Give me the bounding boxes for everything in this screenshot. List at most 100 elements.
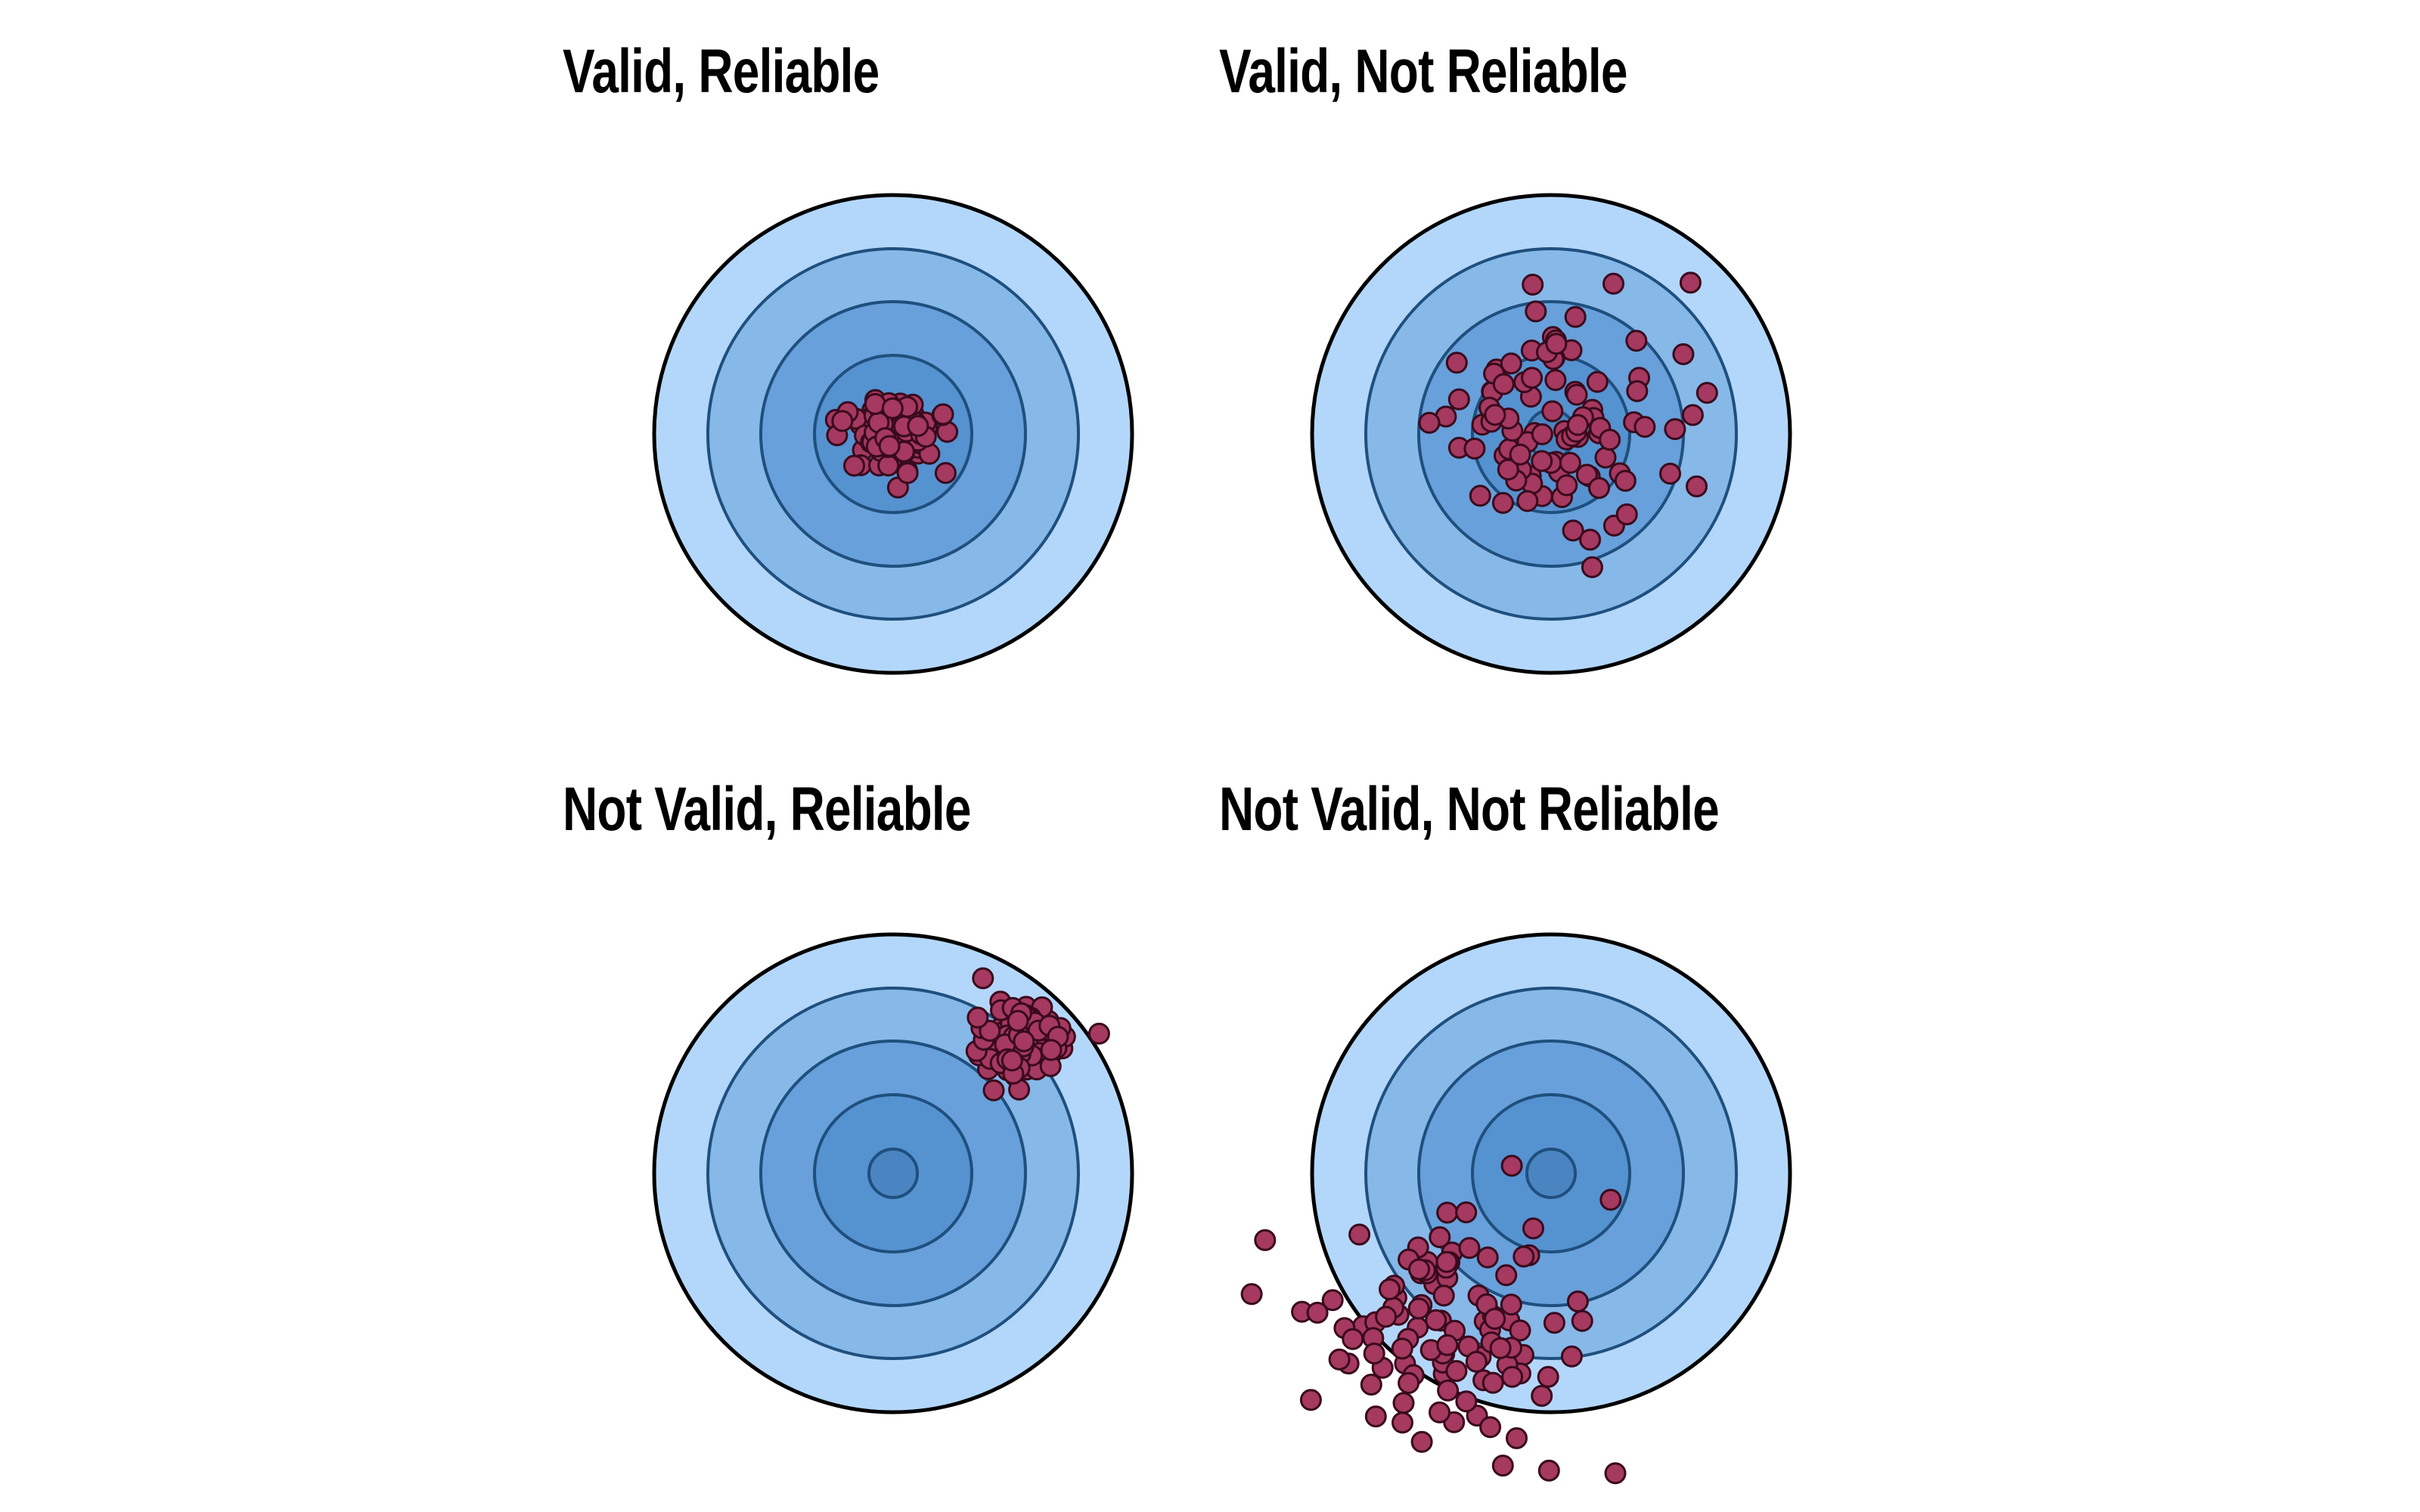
shot-point: [1501, 1365, 1524, 1388]
shot-point: [1545, 333, 1568, 355]
shot-point: [1458, 1237, 1481, 1259]
bullseye: [867, 1148, 919, 1199]
shot-point: [1437, 1379, 1460, 1402]
shot-point: [1491, 1455, 1514, 1477]
shot-point: [1489, 1337, 1512, 1359]
shot-point: [1599, 1188, 1622, 1211]
shot-point: [1565, 383, 1588, 406]
shot-point: [877, 454, 900, 477]
shot-point: [1425, 1309, 1447, 1331]
shot-point: [1681, 404, 1704, 426]
shot-point: [1509, 443, 1531, 466]
shot-point: [1379, 1278, 1401, 1300]
target-not-valid-reliable: [652, 932, 1134, 1414]
shot-point: [1575, 463, 1598, 486]
shot-point: [1254, 1228, 1277, 1251]
shot-point: [878, 435, 901, 457]
shot-point: [1455, 1201, 1478, 1224]
shot-point: [1500, 1154, 1523, 1177]
shot-point: [1087, 1022, 1110, 1045]
shot-point: [1445, 1360, 1468, 1382]
shot-point: [1321, 1289, 1344, 1312]
shot-point: [1525, 300, 1547, 323]
shot-point: [1586, 370, 1609, 393]
shot-point: [1516, 490, 1539, 513]
shot-group: [1418, 271, 1718, 578]
shot-point: [1602, 272, 1624, 295]
shot-point: [972, 967, 994, 990]
panel-title-not-valid-not-reliable: Not Valid, Not Reliable: [1219, 775, 1720, 844]
shot-point: [1566, 414, 1589, 436]
target-valid-not-reliable: [1310, 193, 1792, 675]
shot-point: [1391, 1337, 1413, 1360]
shot-point: [1559, 451, 1581, 474]
shot-point: [1481, 1371, 1504, 1394]
shot-point: [1007, 1009, 1029, 1032]
shot-point: [1364, 1405, 1387, 1428]
shot-point: [1626, 380, 1649, 402]
shot-point: [1696, 382, 1718, 404]
shot-point: [1484, 404, 1506, 426]
shot-point: [1521, 367, 1544, 389]
shot-point: [1392, 1392, 1415, 1414]
bullseye: [1525, 1148, 1577, 1199]
shot-point: [1363, 1342, 1385, 1365]
shot-point: [1342, 1328, 1364, 1350]
shot-point: [1408, 1258, 1430, 1281]
shot-point: [1495, 1264, 1518, 1287]
shot-point: [934, 462, 957, 485]
panel-title-not-valid-reliable: Not Valid, Reliable: [563, 775, 971, 844]
shot-point: [1614, 469, 1637, 492]
shot-point: [1455, 1390, 1478, 1413]
shot-point: [1672, 343, 1695, 365]
shot-point: [1537, 1365, 1559, 1388]
shot-group: [1240, 1154, 1627, 1485]
shot-point: [1392, 1411, 1413, 1434]
shot-point: [1398, 1371, 1420, 1394]
shot-point: [1479, 1416, 1502, 1439]
shot-point: [932, 403, 954, 426]
shot-point: [1579, 528, 1602, 551]
target-valid-reliable: [652, 193, 1134, 675]
shot-point: [1664, 418, 1686, 441]
shot-point: [1594, 446, 1617, 469]
panel-title-valid-not-reliable: Valid, Not Reliable: [1219, 37, 1627, 106]
shot-point: [1463, 437, 1486, 460]
panel-title-valid-reliable: Valid, Reliable: [563, 37, 880, 106]
shot-point: [1506, 1427, 1528, 1449]
shot-point: [1679, 271, 1702, 294]
shot-point: [1445, 352, 1468, 374]
shot-point: [1500, 352, 1522, 375]
shot-point: [1469, 485, 1491, 507]
shot-point: [1484, 1308, 1506, 1330]
shot-point: [1013, 1030, 1035, 1052]
shot-point: [1328, 1348, 1351, 1371]
shot-point: [966, 1006, 989, 1029]
shot-point: [1407, 1297, 1430, 1320]
shot-point: [1544, 369, 1567, 392]
shot-point: [1410, 1430, 1433, 1453]
shot-point: [1497, 458, 1519, 481]
shot-point: [1625, 330, 1648, 352]
shot-point: [1531, 450, 1553, 472]
shot-point: [1512, 1245, 1535, 1268]
shot-point: [1659, 463, 1681, 485]
shot-point: [1604, 1462, 1627, 1485]
shot-point: [1522, 1217, 1544, 1240]
shot-point: [1560, 1345, 1583, 1368]
shot-point: [1306, 1301, 1329, 1324]
shot-point: [1429, 1226, 1451, 1248]
shot-point: [1531, 423, 1553, 445]
shot-point: [1436, 1334, 1459, 1356]
shot-point: [1686, 475, 1708, 497]
shot-point: [1299, 1389, 1322, 1411]
shot-point: [1040, 1039, 1063, 1061]
shot-point: [1360, 1374, 1382, 1396]
shot-point: [1432, 1284, 1455, 1307]
shot-point: [1001, 1049, 1023, 1072]
shot-point: [1566, 1290, 1589, 1312]
shot-point: [831, 410, 854, 432]
shot-point: [1447, 388, 1470, 411]
shot-point: [1500, 1294, 1522, 1316]
